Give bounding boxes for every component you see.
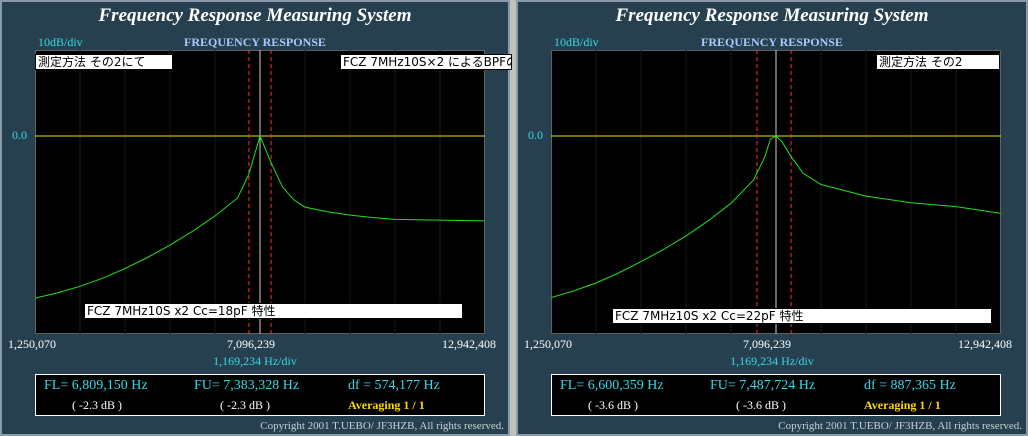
response-curve <box>35 134 485 299</box>
y-reference-label: 0.0 <box>12 128 27 142</box>
df-readout: df = 574,177 Hz <box>348 378 440 393</box>
copyright-text: Copyright 2001 T.UEBO/ JF3HZB, All right… <box>260 420 504 432</box>
response-chart <box>35 50 485 334</box>
plot-subtitle: FREQUENCY RESPONSE <box>184 35 326 49</box>
response-curve <box>551 135 1001 299</box>
averaging-readout: Averaging 1 / 1 <box>864 398 941 412</box>
note-method: 測定方法 その2にて <box>35 54 173 70</box>
fl-db-readout: ( -3.6 dB ) <box>588 398 638 412</box>
fu-readout: FU= 7,383,328 Hz <box>194 378 300 393</box>
x-center-label: 7,096,239 <box>743 337 791 351</box>
window-title: Frequency Response Measuring System <box>615 5 929 26</box>
response-plot <box>35 50 485 334</box>
plot-subtitle: FREQUENCY RESPONSE <box>701 35 843 49</box>
y-reference-label: 0.0 <box>528 128 543 142</box>
note-method: 測定方法 その2 <box>876 54 1000 70</box>
measurement-readout: FL= 6,809,150 Hz FU= 7,383,328 Hz df = 5… <box>35 374 485 416</box>
note-characteristic: FCZ 7MHz10S x2 Cc=22pF 特性 <box>612 308 992 324</box>
measurement-readout: FL= 6,600,359 Hz FU= 7,487,724 Hz df = 8… <box>551 374 1001 416</box>
fl-readout: FL= 6,809,150 Hz <box>44 378 148 393</box>
fl-readout: FL= 6,600,359 Hz <box>560 378 664 393</box>
note-experiment: FCZ 7MHz10S×2 によるBPFの実験 <box>340 54 512 70</box>
x-scale-label: 1,169,234 Hz/div <box>730 354 814 368</box>
fu-readout: FU= 7,487,724 Hz <box>710 378 816 393</box>
y-scale-label: 10dB/div <box>554 35 599 49</box>
copyright-text: Copyright 2001 T.UEBO/ JF3HZB, All right… <box>778 420 1022 432</box>
right-analyzer-window: Frequency Response Measuring System 10dB… <box>516 0 1028 436</box>
fu-db-readout: ( -3.6 dB ) <box>736 398 786 412</box>
y-scale-label: 10dB/div <box>38 35 83 49</box>
note-characteristic: FCZ 7MHz10S x2 Cc=18pF 特性 <box>84 303 463 319</box>
df-readout: df = 887,365 Hz <box>864 378 956 393</box>
x-scale-label: 1,169,234 Hz/div <box>213 354 297 368</box>
left-analyzer-window: Frequency Response Measuring System 10dB… <box>0 0 512 436</box>
response-chart <box>551 50 1001 334</box>
averaging-readout: Averaging 1 / 1 <box>348 398 425 412</box>
fl-db-readout: ( -2.3 dB ) <box>72 398 122 412</box>
x-start-label: 1,250,070 <box>524 337 572 351</box>
x-end-label: 12,942,408 <box>958 337 1012 351</box>
x-center-label: 7,096,239 <box>227 337 275 351</box>
x-start-label: 1,250,070 <box>8 337 56 351</box>
x-end-label: 12,942,408 <box>442 337 496 351</box>
fu-db-readout: ( -2.3 dB ) <box>220 398 270 412</box>
response-plot <box>551 50 1001 334</box>
window-title: Frequency Response Measuring System <box>98 5 412 26</box>
